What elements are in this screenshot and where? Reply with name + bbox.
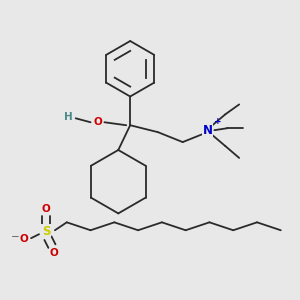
- Text: +: +: [214, 117, 221, 126]
- Text: O: O: [20, 234, 28, 244]
- Text: N: N: [202, 124, 212, 137]
- Text: H: H: [64, 112, 73, 122]
- Text: O: O: [93, 117, 102, 127]
- Text: S: S: [42, 225, 50, 238]
- Text: O: O: [50, 248, 58, 258]
- Text: O: O: [42, 204, 50, 214]
- Text: −: −: [11, 232, 20, 242]
